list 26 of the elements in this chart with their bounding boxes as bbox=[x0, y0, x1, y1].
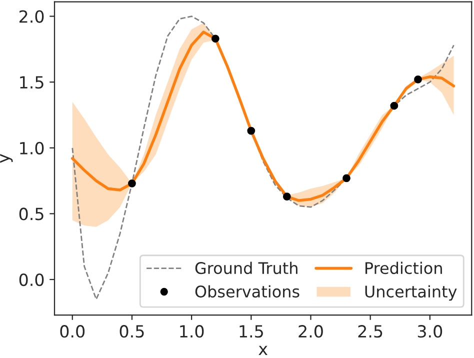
y-axis-title: y bbox=[0, 154, 13, 163]
x-tick-label: 1.5 bbox=[240, 325, 263, 338]
point bbox=[247, 126, 256, 135]
point bbox=[282, 192, 291, 201]
legend-label: Ground Truth bbox=[195, 262, 298, 274]
x-tick-label: 2.0 bbox=[298, 325, 323, 338]
x-tick-label: 0.0 bbox=[60, 325, 85, 338]
y-tick-label: 0.0 bbox=[19, 273, 44, 286]
x-axis-title: x bbox=[258, 346, 268, 355]
point bbox=[390, 102, 398, 110]
line-series bbox=[70, 30, 456, 202]
legend-label: Uncertainty bbox=[365, 285, 457, 301]
point bbox=[414, 75, 422, 84]
legend-label: Prediction bbox=[366, 262, 442, 274]
x-tick-label: 3.0 bbox=[418, 325, 442, 338]
y-tick-label: 1.5 bbox=[20, 76, 44, 89]
point bbox=[128, 179, 136, 188]
y-tick-label: 0.5 bbox=[19, 208, 44, 220]
legend-label: Observations bbox=[195, 285, 300, 298]
point bbox=[342, 174, 350, 182]
x-tick-label: 0.5 bbox=[120, 325, 144, 338]
x-tick-label: 2.5 bbox=[358, 325, 382, 338]
y-tick-label: 2.0 bbox=[20, 10, 44, 23]
y-tick-label: 1.0 bbox=[20, 142, 44, 154]
x-tick-label: 1.0 bbox=[180, 325, 204, 338]
point bbox=[211, 34, 220, 43]
